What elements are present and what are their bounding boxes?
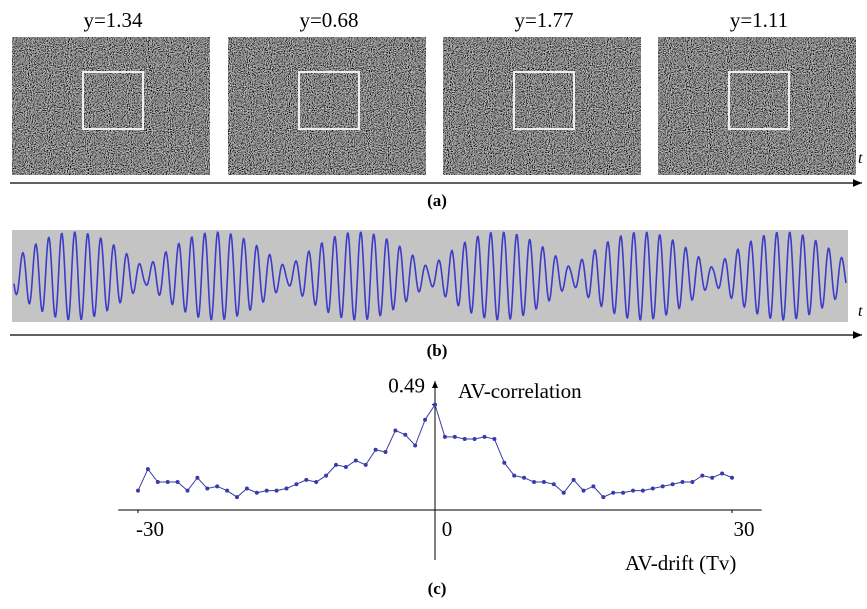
time-label: t [858, 150, 863, 167]
x-tick-label: 0 [442, 517, 453, 541]
data-point [364, 463, 368, 467]
data-point [205, 487, 209, 491]
data-point [166, 480, 170, 484]
data-point [611, 491, 615, 495]
data-point [275, 489, 279, 493]
data-point [492, 437, 496, 441]
data-point [710, 476, 714, 480]
waveform-background [12, 230, 848, 322]
figure: y=1.34 y=0.68 y=1.77 y=1.11 t (a) t (b) -30… [0, 0, 867, 604]
time-label: t [858, 303, 863, 320]
data-point [413, 444, 417, 448]
caption: (a) [427, 191, 447, 210]
data-point [572, 478, 576, 482]
data-point [690, 480, 694, 484]
x-tick-label: -30 [136, 517, 164, 541]
data-point [285, 487, 289, 491]
panel-a: y=1.34 y=0.68 y=1.77 y=1.11 [12, 8, 856, 175]
data-point [294, 482, 298, 486]
data-point [463, 437, 467, 441]
frame-label: y=0.68 [299, 8, 358, 32]
data-point [661, 484, 665, 488]
data-point [156, 480, 160, 484]
data-point [433, 403, 437, 407]
frame-label: y=1.77 [514, 8, 573, 32]
data-point [651, 487, 655, 491]
data-point [502, 461, 506, 465]
data-point [393, 428, 397, 432]
data-point [344, 465, 348, 469]
data-point [700, 474, 704, 478]
data-point [186, 489, 190, 493]
noise-frame [658, 37, 856, 175]
data-point [522, 476, 526, 480]
data-point [314, 480, 318, 484]
data-point [473, 437, 477, 441]
data-point [631, 489, 635, 493]
data-point [384, 450, 388, 454]
data-point [582, 489, 586, 493]
data-point [453, 435, 457, 439]
noise-frame [228, 37, 426, 175]
data-point [720, 471, 724, 475]
noise-frame [443, 37, 641, 175]
y-axis-label: AV-correlation [458, 379, 582, 403]
data-point [601, 495, 605, 499]
data-point [265, 489, 269, 493]
caption: (b) [427, 341, 448, 360]
x-axis-label: AV-drift (Tv) [625, 551, 736, 575]
data-point [671, 482, 675, 486]
data-point [552, 482, 556, 486]
data-point [225, 489, 229, 493]
data-point [591, 484, 595, 488]
caption: (c) [428, 579, 447, 598]
data-point [146, 467, 150, 471]
data-point [354, 459, 358, 463]
data-point [730, 476, 734, 480]
data-point [374, 448, 378, 452]
data-point [621, 491, 625, 495]
x-tick-label: 30 [734, 517, 755, 541]
data-point [562, 491, 566, 495]
data-point [512, 474, 516, 478]
data-point [324, 474, 328, 478]
data-point [215, 484, 219, 488]
data-point [483, 435, 487, 439]
data-point [136, 489, 140, 493]
data-point [532, 480, 536, 484]
data-point [423, 418, 427, 422]
data-point [176, 480, 180, 484]
data-point [304, 478, 308, 482]
data-point [195, 476, 199, 480]
data-point [245, 487, 249, 491]
data-point [255, 491, 259, 495]
data-point [443, 435, 447, 439]
y-tick-label: 0.49 [388, 374, 425, 398]
data-point [403, 433, 407, 437]
data-point [681, 480, 685, 484]
frame-label: y=1.11 [730, 8, 788, 32]
panel-c: -30 0 30 0.49 [118, 374, 762, 560]
data-point [641, 489, 645, 493]
data-point [542, 480, 546, 484]
noise-frame [12, 37, 210, 175]
frame-label: y=1.34 [83, 8, 143, 32]
data-point [334, 463, 338, 467]
data-point [235, 495, 239, 499]
